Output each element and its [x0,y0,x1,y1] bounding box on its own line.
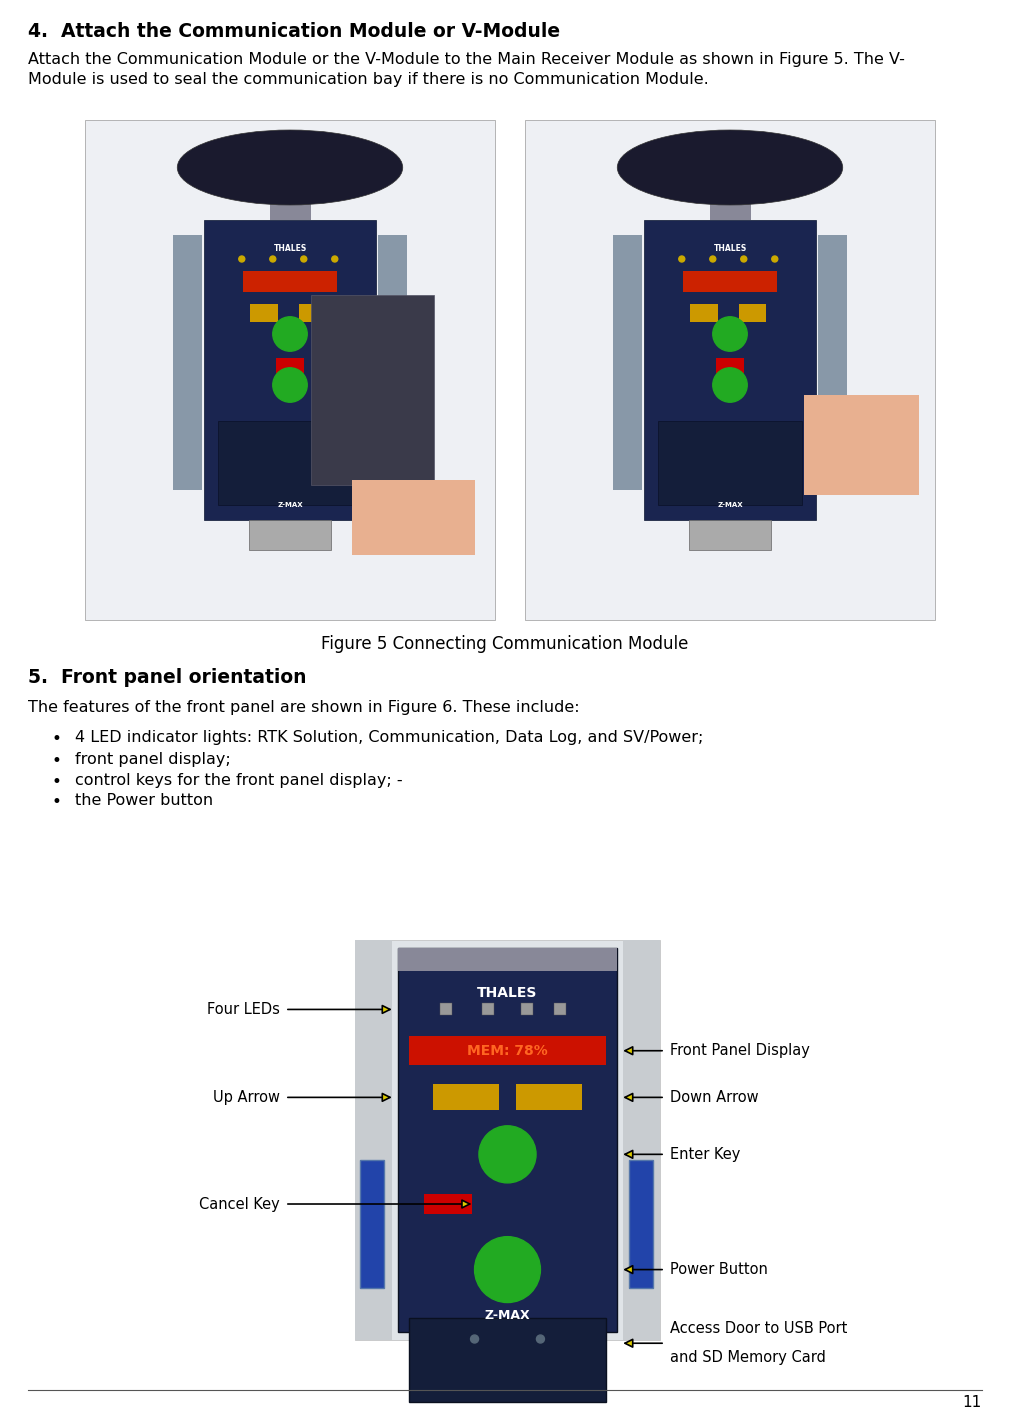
Text: Up Arrow: Up Arrow [213,1090,280,1105]
Text: Down Arrow: Down Arrow [670,1090,759,1105]
FancyBboxPatch shape [351,480,475,555]
FancyBboxPatch shape [218,421,363,505]
FancyBboxPatch shape [378,235,407,490]
Circle shape [331,256,337,262]
FancyBboxPatch shape [738,304,767,322]
Text: •: • [52,773,62,791]
Text: •: • [52,793,62,811]
FancyBboxPatch shape [355,941,392,1340]
Text: THALES: THALES [478,987,537,1001]
FancyBboxPatch shape [623,941,660,1340]
Text: 5.  Front panel orientation: 5. Front panel orientation [28,667,306,687]
FancyBboxPatch shape [433,1084,499,1111]
Text: Power Button: Power Button [670,1262,768,1277]
Text: 11: 11 [963,1395,982,1408]
FancyBboxPatch shape [689,520,771,551]
Text: Attach the Communication Module or the V-Module to the Main Receiver Module as s: Attach the Communication Module or the V… [28,52,905,68]
FancyBboxPatch shape [409,1036,606,1064]
FancyBboxPatch shape [361,1160,384,1288]
Text: Module is used to seal the communication bay if there is no Communication Module: Module is used to seal the communication… [28,72,709,87]
FancyBboxPatch shape [250,304,278,322]
Text: Four LEDs: Four LEDs [207,1002,280,1017]
Circle shape [475,1236,540,1302]
Circle shape [536,1335,544,1343]
FancyBboxPatch shape [242,270,337,291]
FancyBboxPatch shape [409,1318,606,1402]
FancyBboxPatch shape [629,1160,652,1288]
Text: •: • [52,729,62,748]
FancyBboxPatch shape [249,520,331,551]
Text: Front Panel Display: Front Panel Display [670,1043,810,1059]
Text: •: • [52,752,62,770]
FancyBboxPatch shape [85,120,495,620]
Circle shape [713,317,747,351]
Text: Access Door to USB Port: Access Door to USB Port [670,1321,847,1336]
Circle shape [740,256,746,262]
FancyBboxPatch shape [525,120,935,620]
FancyBboxPatch shape [716,358,743,373]
FancyBboxPatch shape [709,161,750,220]
FancyBboxPatch shape [691,304,718,322]
Circle shape [273,317,307,351]
Circle shape [270,256,276,262]
FancyBboxPatch shape [355,941,660,1340]
Circle shape [479,1126,536,1183]
FancyBboxPatch shape [398,948,617,1332]
FancyBboxPatch shape [310,296,433,484]
FancyBboxPatch shape [818,235,846,490]
Text: control keys for the front panel display; -: control keys for the front panel display… [75,773,403,788]
Circle shape [713,367,747,403]
FancyBboxPatch shape [644,220,816,520]
Text: the Power button: the Power button [75,793,213,808]
Bar [482,1004,494,1015]
Bar [554,1004,567,1015]
Text: Z-MAX: Z-MAX [485,1309,530,1322]
Ellipse shape [177,130,403,206]
FancyBboxPatch shape [683,270,778,291]
Circle shape [772,256,778,262]
FancyBboxPatch shape [270,161,310,220]
Text: THALES: THALES [274,244,307,253]
Bar [521,1004,533,1015]
FancyBboxPatch shape [516,1084,582,1111]
Circle shape [471,1335,479,1343]
Circle shape [238,256,244,262]
FancyBboxPatch shape [299,304,326,322]
Circle shape [679,256,685,262]
Text: and SD Memory Card: and SD Memory Card [670,1350,826,1366]
Text: Cancel Key: Cancel Key [199,1197,280,1211]
Text: THALES: THALES [713,244,746,253]
Text: Z-MAX: Z-MAX [277,503,303,508]
Text: MEM: 78%: MEM: 78% [467,1043,547,1057]
Text: Figure 5 Connecting Communication Module: Figure 5 Connecting Communication Module [321,635,689,653]
FancyBboxPatch shape [204,220,376,520]
Circle shape [710,256,716,262]
Text: The features of the front panel are shown in Figure 6. These include:: The features of the front panel are show… [28,700,580,715]
Circle shape [273,367,307,403]
Ellipse shape [617,130,842,206]
FancyBboxPatch shape [276,358,304,373]
FancyBboxPatch shape [613,235,642,490]
FancyBboxPatch shape [804,396,919,496]
Text: front panel display;: front panel display; [75,752,230,767]
Text: Z-MAX: Z-MAX [717,503,742,508]
Text: Figure 6 Front Panel: Figure 6 Front Panel [423,1357,587,1376]
FancyBboxPatch shape [398,948,617,972]
FancyBboxPatch shape [173,235,202,490]
FancyBboxPatch shape [424,1194,473,1214]
FancyBboxPatch shape [658,421,802,505]
Text: 4.  Attach the Communication Module or V-Module: 4. Attach the Communication Module or V-… [28,23,561,41]
Text: 4 LED indicator lights: RTK Solution, Communication, Data Log, and SV/Power;: 4 LED indicator lights: RTK Solution, Co… [75,729,703,745]
Circle shape [301,256,307,262]
Bar [440,1004,452,1015]
Text: Enter Key: Enter Key [670,1148,740,1162]
